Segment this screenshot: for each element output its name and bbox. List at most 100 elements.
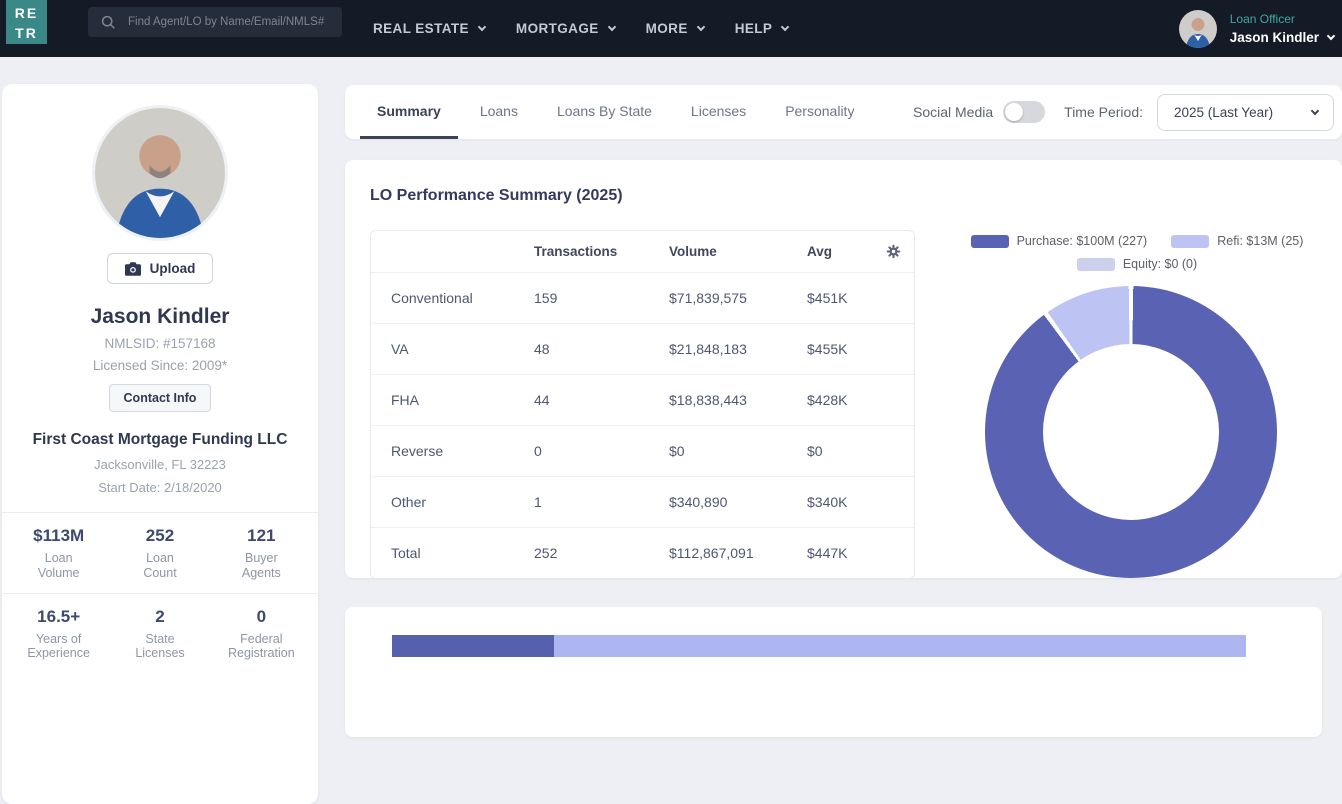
global-search [88, 7, 342, 37]
cell-avg: $340K [807, 494, 848, 510]
nav-menu-label: HELP [734, 21, 773, 36]
cell-transactions: 159 [534, 290, 558, 306]
performance-table: Transactions Volume Avg Conventional 159 $71,… [370, 230, 915, 579]
tab-loans-by-state[interactable]: Loans By State [556, 103, 652, 119]
stat: 252 Loan Count [109, 526, 210, 581]
chevron-down-icon [781, 22, 790, 31]
column-header: Volume [669, 244, 717, 259]
time-period-value: 2025 (Last Year) [1174, 104, 1274, 120]
table-row: Conventional 159 $71,839,575 $451K [371, 272, 914, 323]
row-label: Reverse [391, 443, 444, 459]
chevron-down-icon [1310, 106, 1320, 115]
legend-row: Purchase: $100M (227) Refi: $13M (25) [963, 234, 1311, 248]
social-media-toggle[interactable] [1003, 101, 1046, 123]
row-label: Other [391, 494, 427, 510]
gear-icon [886, 244, 901, 259]
cell-avg: $447K [807, 545, 848, 561]
table-row: VA 48 $21,848,183 $455K [371, 323, 914, 374]
stat: 16.5+ Years of Experience [8, 607, 109, 662]
table-header-row: Transactions Volume Avg [371, 231, 914, 272]
stats-row-1: $113M Loan Volume 252 Loan Count 121 Buyer Agent… [2, 513, 318, 593]
table-settings-button[interactable] [873, 244, 914, 259]
stacked-bar [392, 635, 1246, 657]
toggle-knob [1005, 103, 1024, 121]
time-period-select[interactable]: 2025 (Last Year) [1157, 93, 1334, 131]
profile-nmls-id: NMLSID: #157168 [104, 336, 216, 351]
lo-performance-card: LO Performance Summary (2025) Transactio… [345, 160, 1342, 579]
cell-avg: $428K [807, 392, 848, 408]
cell-volume: $112,867,091 [669, 545, 754, 561]
top-navbar: RE TR REAL ESTATE MORTGAGE MORE HELP Loan O… [0, 0, 1342, 57]
stat-label: Agents [241, 565, 281, 580]
tab-bar: Summary Loans Loans By State Licenses Person… [360, 85, 876, 139]
nav-menu-more[interactable]: MORE [645, 21, 705, 36]
row-label: Total [391, 545, 421, 561]
tab-licenses[interactable]: Licenses [690, 103, 747, 119]
cell-transactions: 44 [534, 392, 550, 408]
cell-volume: $340,890 [669, 494, 728, 510]
profile-photo [92, 105, 228, 241]
user-role: Loan Officer [1229, 12, 1295, 26]
retr-logo[interactable]: RE TR [6, 0, 47, 44]
nav-menu-label: MORE [645, 21, 688, 36]
cell-volume: $18,838,443 [669, 392, 747, 408]
search-icon [101, 15, 116, 30]
table-row: Other 1 $340,890 $340K [371, 476, 914, 527]
cell-transactions: 1 [534, 494, 542, 510]
profile-company: First Coast Mortgage Funding LLC [32, 431, 288, 448]
logo-line-2: TR [15, 24, 38, 41]
card-title: LO Performance Summary (2025) [370, 187, 623, 204]
chevron-down-icon [477, 22, 487, 31]
legend-item-equity: Equity: $0 (0) [1076, 257, 1198, 271]
nav-menu-real-estate[interactable]: REAL ESTATE [373, 21, 487, 36]
tab-summary[interactable]: Summary [360, 85, 458, 139]
tab-loans[interactable]: Loans [479, 103, 518, 119]
legend-swatch [970, 234, 1009, 248]
stat-label: Volume [37, 565, 80, 580]
user-menu[interactable]: Loan Officer Jason Kindler [1178, 0, 1336, 57]
cell-volume: $71,839,575 [669, 290, 747, 306]
legend-item-purchase: Purchase: $100M (227) [970, 234, 1147, 248]
stat-label: Experience [27, 646, 90, 661]
cell-avg: $451K [807, 290, 848, 306]
legend-swatch [1076, 257, 1115, 271]
stat: 2 State Licenses [109, 607, 210, 662]
column-header: Avg [807, 244, 833, 259]
search-input[interactable] [126, 15, 336, 29]
stat-value: 121 [247, 526, 276, 545]
contact-info-button[interactable]: Contact Info [108, 384, 212, 412]
table-row: FHA 44 $18,838,443 $428K [371, 374, 914, 425]
row-label: VA [391, 341, 409, 357]
stat-label: Years of [35, 631, 82, 646]
stat-value: 16.5+ [37, 606, 81, 626]
stat: 0 Federal Registration [211, 607, 312, 662]
stat-label: Loan [146, 551, 174, 565]
legend-label: Equity: $0 (0) [1122, 257, 1198, 271]
cell-transactions: 0 [534, 443, 542, 459]
column-header: Transactions [534, 244, 618, 259]
stat-label: Registration [227, 646, 295, 661]
stat-label: State [145, 631, 175, 646]
profile-card: Upload Jason Kindler NMLSID: #157168 Lic… [2, 84, 318, 804]
chevron-down-icon [1326, 31, 1336, 40]
profile-start-date: Start Date: 2/18/2020 [98, 480, 222, 495]
stat: $113M Loan Volume [8, 526, 109, 581]
upload-button[interactable]: Upload [106, 253, 214, 284]
profile-licensed-since: Licensed Since: 2009* [92, 358, 228, 373]
row-label: Conventional [391, 290, 473, 306]
divider [2, 512, 318, 513]
tab-strip: Summary Loans Loans By State Licenses Person… [345, 85, 1342, 139]
strip-controls: Social Media Time Period: 2025 (Last Yea… [913, 85, 1334, 139]
cell-transactions: 252 [534, 545, 558, 561]
profile-name: Jason Kindler [90, 305, 230, 328]
legend-swatch [1171, 234, 1210, 248]
stat-label: Loan [44, 551, 73, 565]
nav-menu-mortgage[interactable]: MORTGAGE [516, 21, 616, 36]
nav-menu-help[interactable]: HELP [734, 21, 790, 36]
bar-segment-1 [392, 635, 555, 657]
tab-personality[interactable]: Personality [785, 103, 855, 119]
stat-label: Federal [240, 631, 283, 646]
row-label: FHA [391, 392, 419, 408]
stats-row-2: 16.5+ Years of Experience 2 State Licenses 0 Fe… [2, 594, 318, 674]
divider [2, 592, 318, 594]
